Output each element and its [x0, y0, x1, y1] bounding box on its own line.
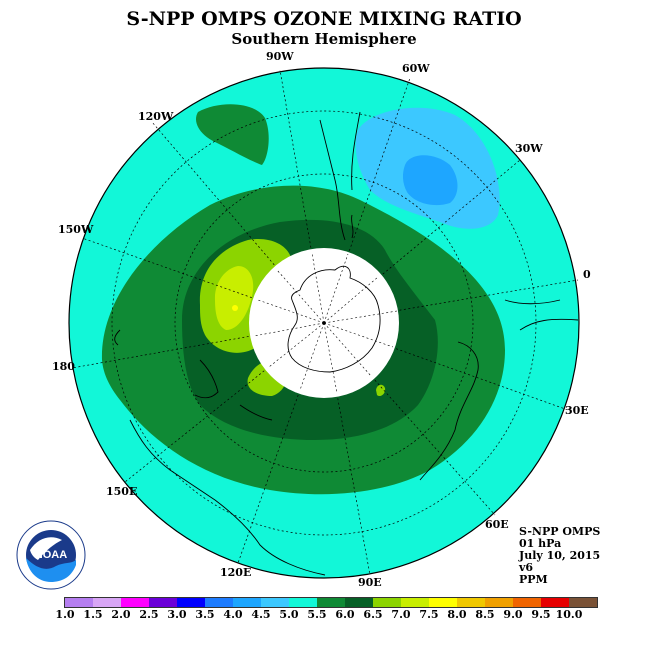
colorbar-tick-label: 10.0	[555, 608, 583, 621]
lon-label-180: 180	[52, 360, 75, 373]
lon-label-0: 0	[583, 268, 591, 281]
lon-label-120e: 120E	[220, 566, 251, 579]
colorbar-swatch	[261, 598, 289, 607]
lon-label-120w: 120W	[138, 110, 174, 123]
pressure-level-label: 01 hPa	[519, 537, 562, 550]
colorbar-tick-label: 4.0	[223, 608, 243, 621]
colorbar-swatch	[429, 598, 457, 607]
colorbar-swatch	[457, 598, 485, 607]
colorbar-swatch	[569, 598, 597, 607]
map-subtitle: Southern Hemisphere	[231, 30, 417, 48]
colorbar-swatch	[345, 598, 373, 607]
lon-label-60w: 60W	[402, 62, 430, 75]
lon-label-30w: 30W	[515, 142, 543, 155]
colorbar-swatch	[513, 598, 541, 607]
version-label: v6	[519, 561, 534, 574]
date-label: July 10, 2015	[519, 549, 601, 562]
coastlines	[114, 111, 579, 576]
colorbar-tick-label: 7.0	[391, 608, 411, 621]
colorbar-tick-label: 2.5	[139, 608, 159, 621]
lon-label-60e: 60E	[485, 518, 509, 531]
contour-5.0-5.5-patch	[195, 104, 269, 165]
colorbar-tick-label: 1.5	[83, 608, 103, 621]
colorbar-tick-label: 8.0	[447, 608, 467, 621]
colorbar-tick-label: 6.5	[363, 608, 383, 621]
colorbar-swatch	[233, 598, 261, 607]
colorbar-tick-label: 3.5	[195, 608, 215, 621]
colorbar-swatch	[317, 598, 345, 607]
colorbar-swatch	[289, 598, 317, 607]
contour-6.5-7.0	[214, 266, 254, 330]
antarctica-coastline	[287, 265, 381, 373]
colorbar-tick-label: 9.0	[503, 608, 523, 621]
colorbar-tick-label: 7.5	[419, 608, 439, 621]
polar-graticule	[253, 252, 398, 394]
map-title: S-NPP OMPS OZONE MIXING RATIO	[126, 8, 522, 30]
colorbar-tick-label: 6.0	[335, 608, 355, 621]
lon-label-30e: 30E	[565, 404, 589, 417]
colorbar-swatch	[541, 598, 569, 607]
map-boundary	[68, 67, 580, 579]
colorbar-tick-label: 4.5	[251, 608, 271, 621]
colorbar-swatch	[401, 598, 429, 607]
colorbar-swatch	[205, 598, 233, 607]
contour-7.0-7.5	[232, 305, 238, 311]
lon-label-90w: 90W	[266, 50, 294, 63]
colorbar-tick-label: 5.0	[279, 608, 299, 621]
colorbar-swatch	[485, 598, 513, 607]
logo-text: NOAA	[35, 549, 67, 561]
colorbar-swatch	[93, 598, 121, 607]
contour-3.5-4.0	[402, 155, 458, 206]
colorbar-swatch	[65, 598, 93, 607]
colorbar-tick-label: 2.0	[111, 608, 131, 621]
graticule	[71, 69, 579, 576]
colorbar	[64, 597, 598, 608]
colorbar-tick-label: 1.0	[55, 608, 75, 621]
colorbar-swatch	[121, 598, 149, 607]
colorbar-swatch	[177, 598, 205, 607]
instrument-label: S-NPP OMPS	[519, 525, 601, 538]
colorbar-tick-label: 3.0	[167, 608, 187, 621]
colorbar-tick-label: 8.5	[475, 608, 495, 621]
lon-label-90e: 90E	[358, 576, 382, 589]
colorbar-tick-label: 5.5	[307, 608, 327, 621]
colorbar-swatch	[373, 598, 401, 607]
contour-6.0-6.5-dot	[376, 384, 386, 397]
noaa-logo: NOAA	[16, 520, 86, 590]
lon-label-150w: 150W	[58, 223, 94, 236]
metadata-panel: S-NPP OMPS 01 hPa July 10, 2015 v6 PPM	[519, 526, 600, 586]
colorbar-swatch	[149, 598, 177, 607]
colorbar-tick-label: 9.5	[531, 608, 551, 621]
units-label: PPM	[519, 573, 548, 586]
south-pole-marker	[322, 321, 326, 325]
lon-label-150e: 150E	[106, 485, 137, 498]
